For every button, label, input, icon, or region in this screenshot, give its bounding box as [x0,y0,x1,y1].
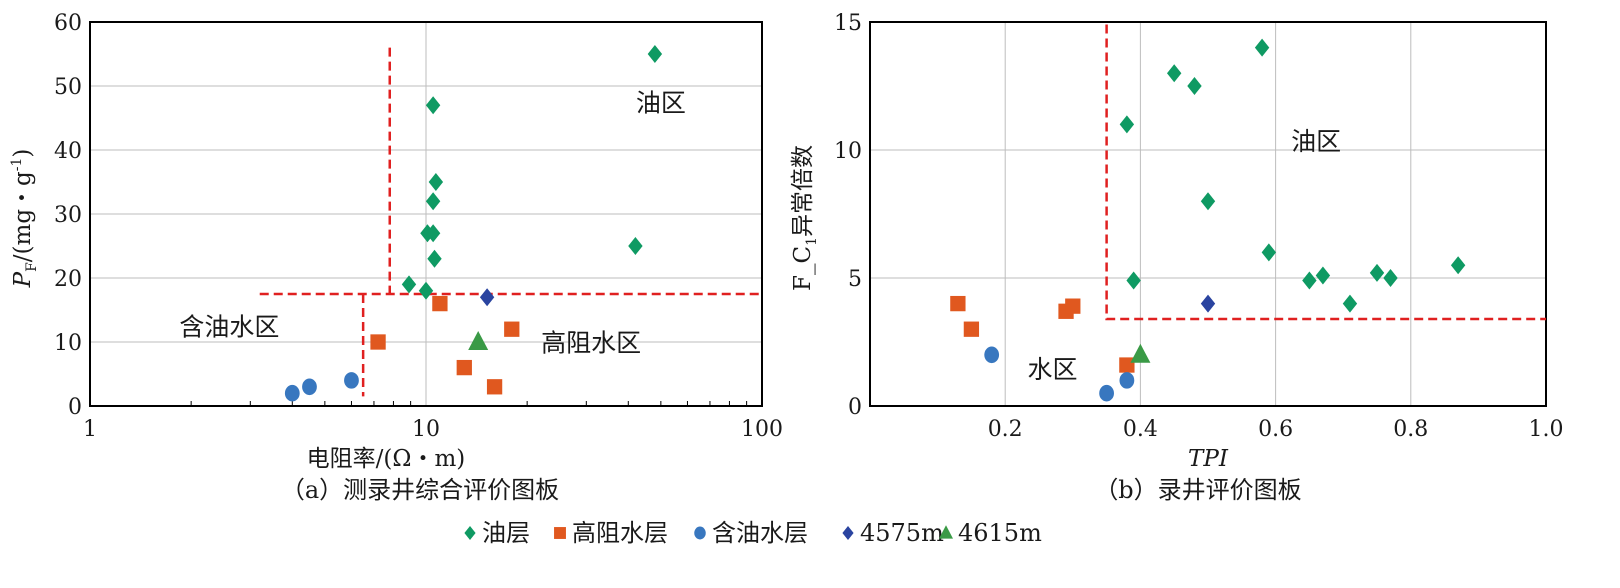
data-point-oil_layer [1261,243,1277,262]
data-point-oil_layer [425,96,441,115]
y-axis-label: PF/(mg・g-1) [9,149,40,289]
data-point-oily_water [344,372,359,389]
data-point-high_res_water [486,379,503,395]
data-point-high_res_water [1119,357,1135,373]
x-axis-label: TPI [1188,446,1229,472]
data-point-oil_layer [418,281,434,300]
data-point-oil_layer [1126,271,1141,290]
y-axis-label: F_C1异常倍数 [790,145,820,291]
data-point-oil_layer [425,224,441,243]
region-label: 含油水区 [179,313,279,342]
circle-icon [694,526,706,540]
data-point-high_res_water [1065,298,1081,314]
data-point-high_res_water [432,295,448,312]
x-tick-label: 0.8 [1393,417,1428,442]
chart-caption: （a）测录井综合评价图板 [281,476,559,504]
data-point-oil_layer [1342,294,1358,313]
plot-frame [869,21,1547,407]
triangle-icon [939,525,953,539]
data-point-oil_layer [1167,64,1182,83]
x-tick-label: 10 [412,417,440,442]
diamond-icon [464,526,476,540]
region-label: 油区 [636,89,686,118]
data-point-oily_water [284,384,300,402]
x-axis-label: 电阻率/(Ω・m) [307,446,466,472]
y-tick-label: 5 [848,267,862,292]
data-point-oily_water [984,346,1000,364]
chart-a: 1 10 100 0 10 20 30 40 50 60 电阻率/(Ω・m) PF/(mg・g-1) 油… [9,11,783,504]
legend-label: 高阻水层 [572,519,668,547]
legend-item-w4575: 4575m [842,519,944,547]
y-tick-label: 60 [54,11,82,36]
x-tick-label: 100 [741,417,783,442]
data-point-oil_layer [428,173,444,191]
x-tick-label: 0.2 [988,417,1023,442]
legend-label: 含油水层 [712,519,808,547]
data-point-high_res_water [504,321,520,337]
data-point-oil_layer [427,249,442,268]
data-point-w4615 [1130,343,1151,363]
legend-label: 油层 [482,519,530,547]
x-tick-label: 0.4 [1123,417,1158,442]
data-point-high_res_water [456,359,472,376]
region-label: 油区 [1291,127,1341,156]
data-point-oil_layer [1119,115,1135,134]
legend-label: 4575m [860,519,944,547]
data-point-oil_layer [425,192,441,211]
data-point-oil_layer [1315,266,1331,285]
region-label: 水区 [1028,355,1078,384]
y-tick-label: 10 [834,139,862,164]
data-point-oil_layer [1200,192,1216,211]
data-point-oil_layer [647,45,663,63]
legend-item-high_res_water: 高阻水层 [554,519,668,547]
diamond-icon [842,526,854,540]
legend-item-oily_water: 含油水层 [694,519,808,547]
data-point-high_res_water [963,321,980,337]
data-point-high_res_water [950,295,966,312]
data-point-oil_layer [628,237,643,255]
y-tick-label: 0 [68,395,82,420]
legend-item-oil_layer: 油层 [464,519,530,547]
y-tick-label: 20 [54,267,82,292]
y-tick-label: 30 [54,203,82,228]
square-icon [554,527,566,539]
plot-frame [89,21,763,407]
region-label: 高阻水区 [541,329,641,358]
data-point-oil_layer [1187,77,1202,95]
data-point-oil_layer [1302,271,1317,290]
legend-label: 4615m [958,519,1042,547]
data-point-high_res_water [370,334,386,350]
data-point-w4615 [468,331,489,350]
data-point-oil_layer [401,275,417,294]
y-tick-label: 0 [848,395,862,420]
data-point-oily_water [302,378,317,396]
y-tick-label: 40 [54,139,82,164]
chart-caption: （b）录井评价图板 [1094,476,1301,504]
x-tick-label: 1 [83,417,97,442]
y-tick-label: 50 [54,75,82,100]
data-point-oil_layer [1254,38,1270,57]
data-point-oily_water [1119,372,1135,389]
y-tick-label: 15 [834,11,862,36]
data-point-oil_layer [1383,269,1398,287]
data-point-w4575 [479,288,495,307]
data-point-oil_layer [1450,256,1466,275]
data-point-w4575 [1200,294,1216,313]
legend-item-w4615: 4615m [939,519,1042,547]
y-tick-label: 10 [54,331,82,356]
legend: 油层 高阻水层 含油水层 4575m 4615m [464,519,1042,547]
x-tick-label: 1.0 [1529,417,1564,442]
data-point-oily_water [1099,384,1114,402]
x-tick-label: 0.6 [1258,417,1293,442]
data-point-oil_layer [1369,263,1385,282]
region-boundary [1105,24,1546,321]
